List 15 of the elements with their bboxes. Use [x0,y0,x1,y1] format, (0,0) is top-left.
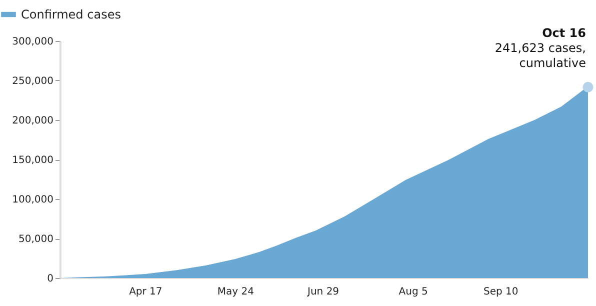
text: Oct 16 [542,26,586,40]
x-tick-label: Apr 17 [129,286,162,298]
y-tick-label: 0 [47,274,54,284]
legend-label: Confirmed cases [21,8,121,22]
y-tick-label: 200,000 [12,116,54,126]
x-tick-label: May 24 [217,286,254,298]
x-tick-label: Jun 29 [306,286,340,298]
y-tick-label: 300,000 [12,36,54,48]
y-tick-label: 50,000 [18,234,54,245]
y-tick-label: 250,000 [12,76,54,87]
x-tick-label: Aug 5 [398,286,428,298]
annotation: 241,623 cases, cumulative [494,41,586,70]
y-tick-label: 100,000 [12,194,54,206]
y-tick-label: 150,000 [12,155,54,166]
x-tick-label: Sep 10 [484,286,518,298]
